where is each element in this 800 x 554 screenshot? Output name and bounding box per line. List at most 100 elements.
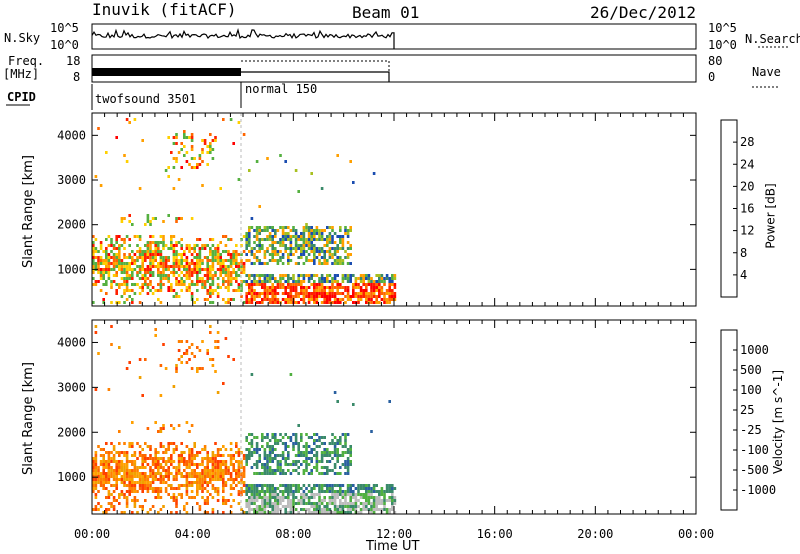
data-cell <box>261 301 264 304</box>
data-cell <box>362 274 365 277</box>
data-cell <box>216 244 220 247</box>
data-cell <box>141 274 144 277</box>
data-cell <box>138 247 142 250</box>
data-cell <box>393 283 397 286</box>
data-cell <box>159 262 163 265</box>
data-cell <box>263 280 267 283</box>
data-cell <box>97 259 100 262</box>
data-cell <box>162 481 165 484</box>
data-cell <box>354 292 358 295</box>
data-cell <box>131 478 134 481</box>
data-cell <box>232 487 235 490</box>
data-cell <box>159 466 163 469</box>
data-cell <box>224 472 228 475</box>
data-cell <box>266 442 269 445</box>
data-cell <box>300 502 303 505</box>
data-cell <box>318 262 321 265</box>
data-cell <box>92 271 95 274</box>
data-cell <box>201 472 204 475</box>
data-cell <box>250 283 254 286</box>
data-cell <box>284 472 287 475</box>
data-cell <box>120 262 124 265</box>
data-cell <box>307 445 311 448</box>
data-cell <box>115 271 118 274</box>
data-cell <box>164 169 168 172</box>
data-cell <box>170 151 173 154</box>
data-cell <box>209 325 212 328</box>
data-cell <box>274 442 277 445</box>
data-cell <box>253 235 256 238</box>
data-cell <box>375 280 378 283</box>
data-cell <box>281 286 285 289</box>
data-cell <box>99 505 103 508</box>
data-cell <box>146 478 150 481</box>
data-cell <box>268 439 272 442</box>
data-cell <box>284 442 287 445</box>
data-cell <box>302 244 306 247</box>
data-cell <box>245 295 248 298</box>
data-cell <box>118 493 121 496</box>
data-cell <box>154 463 157 466</box>
data-cell <box>250 217 254 220</box>
data-cell <box>320 250 324 253</box>
data-cell <box>209 301 212 304</box>
data-cell <box>203 283 207 286</box>
data-cell <box>188 430 191 433</box>
data-cell <box>206 259 209 262</box>
data-cell <box>253 451 256 454</box>
data-cell <box>198 250 202 253</box>
data-cell <box>385 301 389 304</box>
data-cell <box>362 505 365 508</box>
data-cell <box>196 502 199 505</box>
data-cell <box>167 478 170 481</box>
data-cell <box>201 478 204 481</box>
data-cell <box>128 265 131 268</box>
data-cell <box>214 478 217 481</box>
data-cell <box>183 136 186 139</box>
data-cell <box>297 292 300 295</box>
data-cell <box>216 268 220 271</box>
data-cell <box>235 277 238 280</box>
data-cell <box>97 262 100 265</box>
data-cell <box>216 391 220 394</box>
data-cell <box>266 289 269 292</box>
data-cell <box>102 274 105 277</box>
data-cell <box>349 490 352 493</box>
data-cell <box>258 262 261 265</box>
data-cell <box>318 238 321 241</box>
data-cell <box>237 481 241 484</box>
data-cell <box>281 244 285 247</box>
data-cell <box>235 250 238 253</box>
data-cell <box>154 457 157 460</box>
data-cell <box>227 355 230 358</box>
data-cell <box>120 244 124 247</box>
data-cell <box>284 274 287 277</box>
data-cell <box>393 511 397 514</box>
data-cell <box>248 301 251 304</box>
data-cell <box>339 466 342 469</box>
data-cell <box>112 253 116 256</box>
data-cell <box>339 484 342 487</box>
data-cell <box>333 454 337 457</box>
data-cell <box>344 451 347 454</box>
data-cell <box>183 463 186 466</box>
data-cell <box>349 445 352 448</box>
data-cell <box>258 244 261 247</box>
data-cell <box>151 259 155 262</box>
data-cell <box>162 265 165 268</box>
data-cell <box>310 277 313 280</box>
data-cell <box>118 247 121 250</box>
data-cell <box>92 472 95 475</box>
data-cell <box>188 460 191 463</box>
data-cell <box>328 286 332 289</box>
data-cell <box>300 289 303 292</box>
data-cell <box>331 502 334 505</box>
data-cell <box>206 472 209 475</box>
data-cell <box>258 232 261 235</box>
data-cell <box>214 253 217 256</box>
data-cell <box>198 277 202 280</box>
data-cell <box>284 490 287 493</box>
data-cell <box>162 256 165 259</box>
data-cell <box>125 484 129 487</box>
data-cell <box>331 433 334 436</box>
